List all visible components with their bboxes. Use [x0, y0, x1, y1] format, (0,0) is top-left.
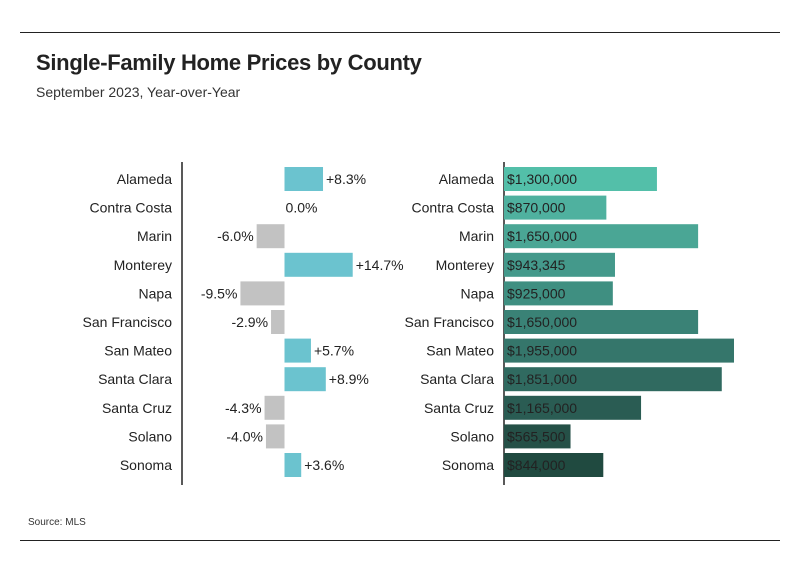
right-category-label: Santa Cruz: [424, 400, 494, 416]
price-value-label: $565,500: [507, 428, 566, 444]
right-category-label: San Francisco: [405, 314, 495, 330]
price-value-label: $1,165,000: [507, 400, 577, 416]
pct-value-label: 0.0%: [286, 200, 318, 216]
price-bar-marin: [504, 224, 699, 249]
pct-bar-santa-cruz: [264, 395, 285, 420]
price-value-label: $925,000: [507, 285, 566, 301]
price-value-label: $1,851,000: [507, 371, 577, 387]
pct-value-label: -9.5%: [201, 285, 238, 301]
pct-bar-sonoma: [284, 453, 302, 477]
price-bar-solano: [504, 424, 571, 449]
bottom-rule: [20, 540, 780, 541]
right-category-label: San Mateo: [426, 343, 494, 359]
pct-value-label: -4.0%: [226, 428, 263, 444]
left-category-label: Santa Clara: [98, 371, 172, 387]
price-value-label: $870,000: [507, 200, 566, 216]
price-bar-sonoma: [504, 453, 604, 477]
pct-value-label: +8.9%: [329, 371, 369, 387]
right-category-label: Solano: [450, 428, 494, 444]
price-value-label: $844,000: [507, 457, 566, 473]
price-bar-san-mateo: [504, 338, 734, 363]
right-category-label: Alameda: [439, 171, 494, 187]
pct-value-label: -2.9%: [231, 314, 268, 330]
source-note: Source: MLS: [28, 517, 86, 528]
right-category-label: Marin: [459, 228, 494, 244]
pct-value-label: +14.7%: [356, 257, 404, 273]
left-category-label: Marin: [137, 228, 172, 244]
left-category-label: Alameda: [117, 171, 172, 187]
chart-title: Single-Family Home Prices by County: [36, 50, 422, 75]
price-bar-monterey: [504, 252, 615, 277]
pct-bar-monterey: [284, 252, 353, 277]
pct-value-label: -4.3%: [225, 400, 262, 416]
left-category-label: Santa Cruz: [102, 400, 172, 416]
right-category-label: Napa: [461, 285, 495, 301]
left-category-label: San Mateo: [104, 343, 172, 359]
price-bar-santa-cruz: [504, 395, 642, 420]
left-category-label: Contra Costa: [90, 200, 173, 216]
pct-value-label: +8.3%: [326, 171, 366, 187]
price-bar-alameda: [504, 167, 657, 191]
price-value-label: $1,955,000: [507, 343, 577, 359]
price-bar-napa: [504, 281, 613, 306]
pct-bar-alameda: [284, 167, 324, 191]
right-category-label: Monterey: [436, 257, 494, 273]
left-category-label: Napa: [139, 285, 173, 301]
price-bar-santa-clara: [504, 367, 722, 392]
pct-value-label: -6.0%: [217, 228, 254, 244]
left-category-label: Solano: [128, 428, 172, 444]
pct-bar-santa-clara: [284, 367, 326, 392]
pct-bar-marin: [256, 224, 285, 249]
left-category-label: Monterey: [114, 257, 172, 273]
price-value-label: $943,345: [507, 257, 566, 273]
price-value-label: $1,650,000: [507, 228, 577, 244]
price-bar-san-francisco: [504, 310, 699, 334]
pct-bar-napa: [240, 281, 285, 306]
right-category-label: Sonoma: [442, 457, 494, 473]
price-bar-contra-costa: [504, 195, 607, 220]
right-category-label: Contra Costa: [412, 200, 495, 216]
left-category-label: Sonoma: [120, 457, 172, 473]
pct-bar-san-mateo: [284, 338, 311, 363]
top-rule: [20, 32, 780, 33]
pct-bar-san-francisco: [271, 310, 285, 334]
price-value-label: $1,650,000: [507, 314, 577, 330]
pct-value-label: +5.7%: [314, 343, 354, 359]
left-category-label: San Francisco: [83, 314, 173, 330]
chart-subtitle: September 2023, Year-over-Year: [36, 84, 241, 100]
price-value-label: $1,300,000: [507, 171, 577, 187]
pct-value-label: +3.6%: [304, 457, 344, 473]
right-category-label: Santa Clara: [420, 371, 494, 387]
pct-bar-solano: [265, 424, 285, 449]
